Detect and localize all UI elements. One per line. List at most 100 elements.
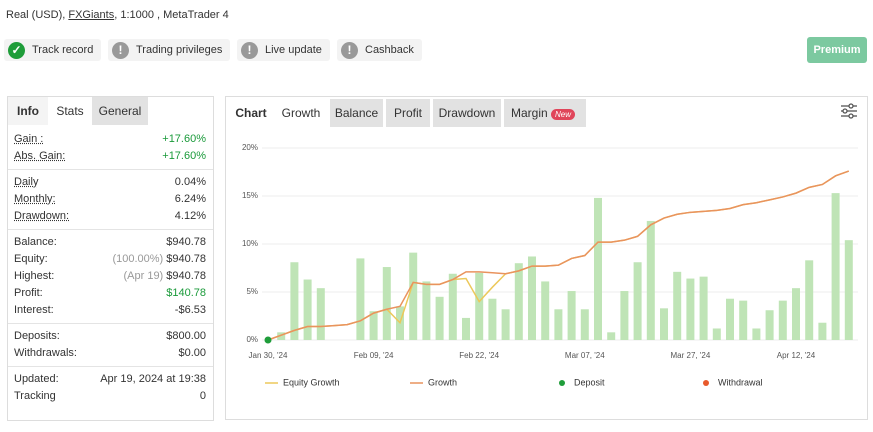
stats-row: Daily 0.04% xyxy=(8,174,213,191)
tab[interactable]: Stats xyxy=(56,104,84,118)
bar xyxy=(673,271,682,340)
bar xyxy=(501,309,510,340)
stats-group: Deposits: $800.00 Withdrawals: $0.00 xyxy=(8,324,213,367)
settings-icon[interactable] xyxy=(839,103,859,119)
badge-label: Track record xyxy=(32,44,94,56)
stats-value-wrap: -$6.53 xyxy=(175,302,206,319)
bar xyxy=(580,309,589,340)
stats-value-wrap: $140.78 xyxy=(166,285,206,302)
stats-label: Highest: xyxy=(14,270,55,282)
bar xyxy=(435,296,444,340)
stats-label: Withdrawals: xyxy=(14,347,77,359)
stats-label: Interest: xyxy=(14,304,54,316)
stats-label: Monthly: xyxy=(14,193,56,205)
tab[interactable]: Chart xyxy=(235,106,267,120)
stats-label: Profit: xyxy=(14,287,43,299)
bar xyxy=(844,240,853,340)
stats-group: Gain : +17.60% Abs. Gain: +17.60% xyxy=(8,127,213,170)
stats-value-wrap: +17.60% xyxy=(162,131,206,148)
stats-value: $800.00 xyxy=(166,330,206,342)
bar xyxy=(475,272,484,340)
bar xyxy=(409,252,418,340)
stats-row: Balance: $940.78 xyxy=(8,234,213,251)
bar xyxy=(726,298,734,340)
point xyxy=(264,336,272,344)
broker-link[interactable]: FXGiants xyxy=(68,9,115,21)
bar xyxy=(554,309,563,340)
stats-label: Deposits: xyxy=(14,330,60,342)
tab[interactable]: Info xyxy=(8,97,48,125)
bar xyxy=(488,298,497,340)
stats-value: 4.12% xyxy=(174,210,206,222)
bar xyxy=(765,310,774,340)
stats-row: Interest: -$6.53 xyxy=(8,302,213,319)
bar xyxy=(594,197,602,340)
stats-panel: Info Stats General Gain : +17.60% Abs. Gai… xyxy=(7,96,214,421)
stats-note: (100.00%) xyxy=(112,253,164,265)
tab[interactable]: Growth xyxy=(275,99,327,127)
badge[interactable]: ! Cashback xyxy=(337,39,422,61)
stats-value-wrap: (100.00%) $940.78 xyxy=(112,251,206,268)
badge-label: Live update xyxy=(265,44,322,56)
stats-group: Balance: $940.78 Equity: (100.00%) $940.78 Hi… xyxy=(8,230,213,324)
y-tick-label: 20% xyxy=(242,143,258,152)
stats-label: Balance: xyxy=(14,236,57,248)
bar xyxy=(448,273,457,340)
stats-row: Updated: Apr 19, 2024 at 19:38 xyxy=(8,371,213,388)
tab[interactable]: Profit xyxy=(386,99,430,127)
y-tick-label: 15% xyxy=(242,191,258,200)
stats-label: Abs. Gain: xyxy=(14,150,66,162)
warn-icon: ! xyxy=(241,41,258,59)
bar xyxy=(633,262,642,340)
tab[interactable]: Drawdown xyxy=(433,99,501,127)
stats-value: Apr 19, 2024 at 19:38 xyxy=(100,373,206,385)
stats-row: Monthly: 6.24% xyxy=(8,191,213,208)
line xyxy=(267,170,850,341)
bar xyxy=(752,328,761,340)
legend-label: Growth xyxy=(428,377,457,387)
new-badge: New xyxy=(551,109,576,120)
account-header: Real (USD), FXGiants, 1:1000 , MetaTrade… xyxy=(6,9,229,21)
tab[interactable]: Balance xyxy=(330,99,383,127)
tab[interactable]: Margin New xyxy=(504,99,586,127)
x-tick-label: Apr 12, '24 xyxy=(777,351,816,360)
bar xyxy=(369,311,378,340)
stats-value-wrap: 0 xyxy=(200,388,206,405)
bar xyxy=(303,279,312,340)
chart-panel: Chart Growth Balance Profit Drawdown Mar… xyxy=(225,96,868,420)
x-tick-label: Jan 30, '24 xyxy=(249,351,288,360)
badge-label: Cashback xyxy=(365,44,414,56)
header-suffix: , 1:1000 , MetaTrader 4 xyxy=(114,9,229,21)
stats-row: Abs. Gain: +17.60% xyxy=(8,148,213,165)
stats-value-wrap: +17.60% xyxy=(162,148,206,165)
badge[interactable]: ✓ Track record xyxy=(4,39,102,61)
stats-value: $940.78 xyxy=(166,270,206,282)
legend-label: Equity Growth xyxy=(283,377,340,387)
bar xyxy=(356,258,365,340)
bar xyxy=(660,308,668,340)
bar xyxy=(382,267,391,340)
bar xyxy=(567,291,576,340)
legend-label: Withdrawal xyxy=(718,377,763,387)
stats-row: Gain : +17.60% xyxy=(8,131,213,148)
stats-value: $940.78 xyxy=(166,253,206,265)
bar xyxy=(462,317,470,340)
stats-value-wrap: 0.04% xyxy=(175,174,206,191)
x-tick-label: Feb 09, '24 xyxy=(354,351,394,360)
stats-list: Gain : +17.60% Abs. Gain: +17.60% Daily 0.04%… xyxy=(8,127,213,409)
badge[interactable]: ! Trading privileges xyxy=(108,39,231,61)
badge[interactable]: ! Live update xyxy=(237,39,330,61)
stats-row: Drawdown: 4.12% xyxy=(8,208,213,225)
premium-button[interactable]: Premium xyxy=(807,37,867,63)
stats-row: Deposits: $800.00 xyxy=(8,328,213,345)
stats-value-wrap: $0.00 xyxy=(178,345,206,362)
tab[interactable]: General xyxy=(92,97,148,125)
stats-value-wrap: $800.00 xyxy=(166,328,206,345)
bar xyxy=(620,291,629,340)
bar xyxy=(422,281,431,340)
bar xyxy=(514,263,523,340)
stats-group: Daily 0.04% Monthly: 6.24% Drawdown: 4.12% xyxy=(8,170,213,230)
stats-note: (Apr 19) xyxy=(123,270,164,282)
stats-row: Withdrawals: $0.00 xyxy=(8,345,213,362)
